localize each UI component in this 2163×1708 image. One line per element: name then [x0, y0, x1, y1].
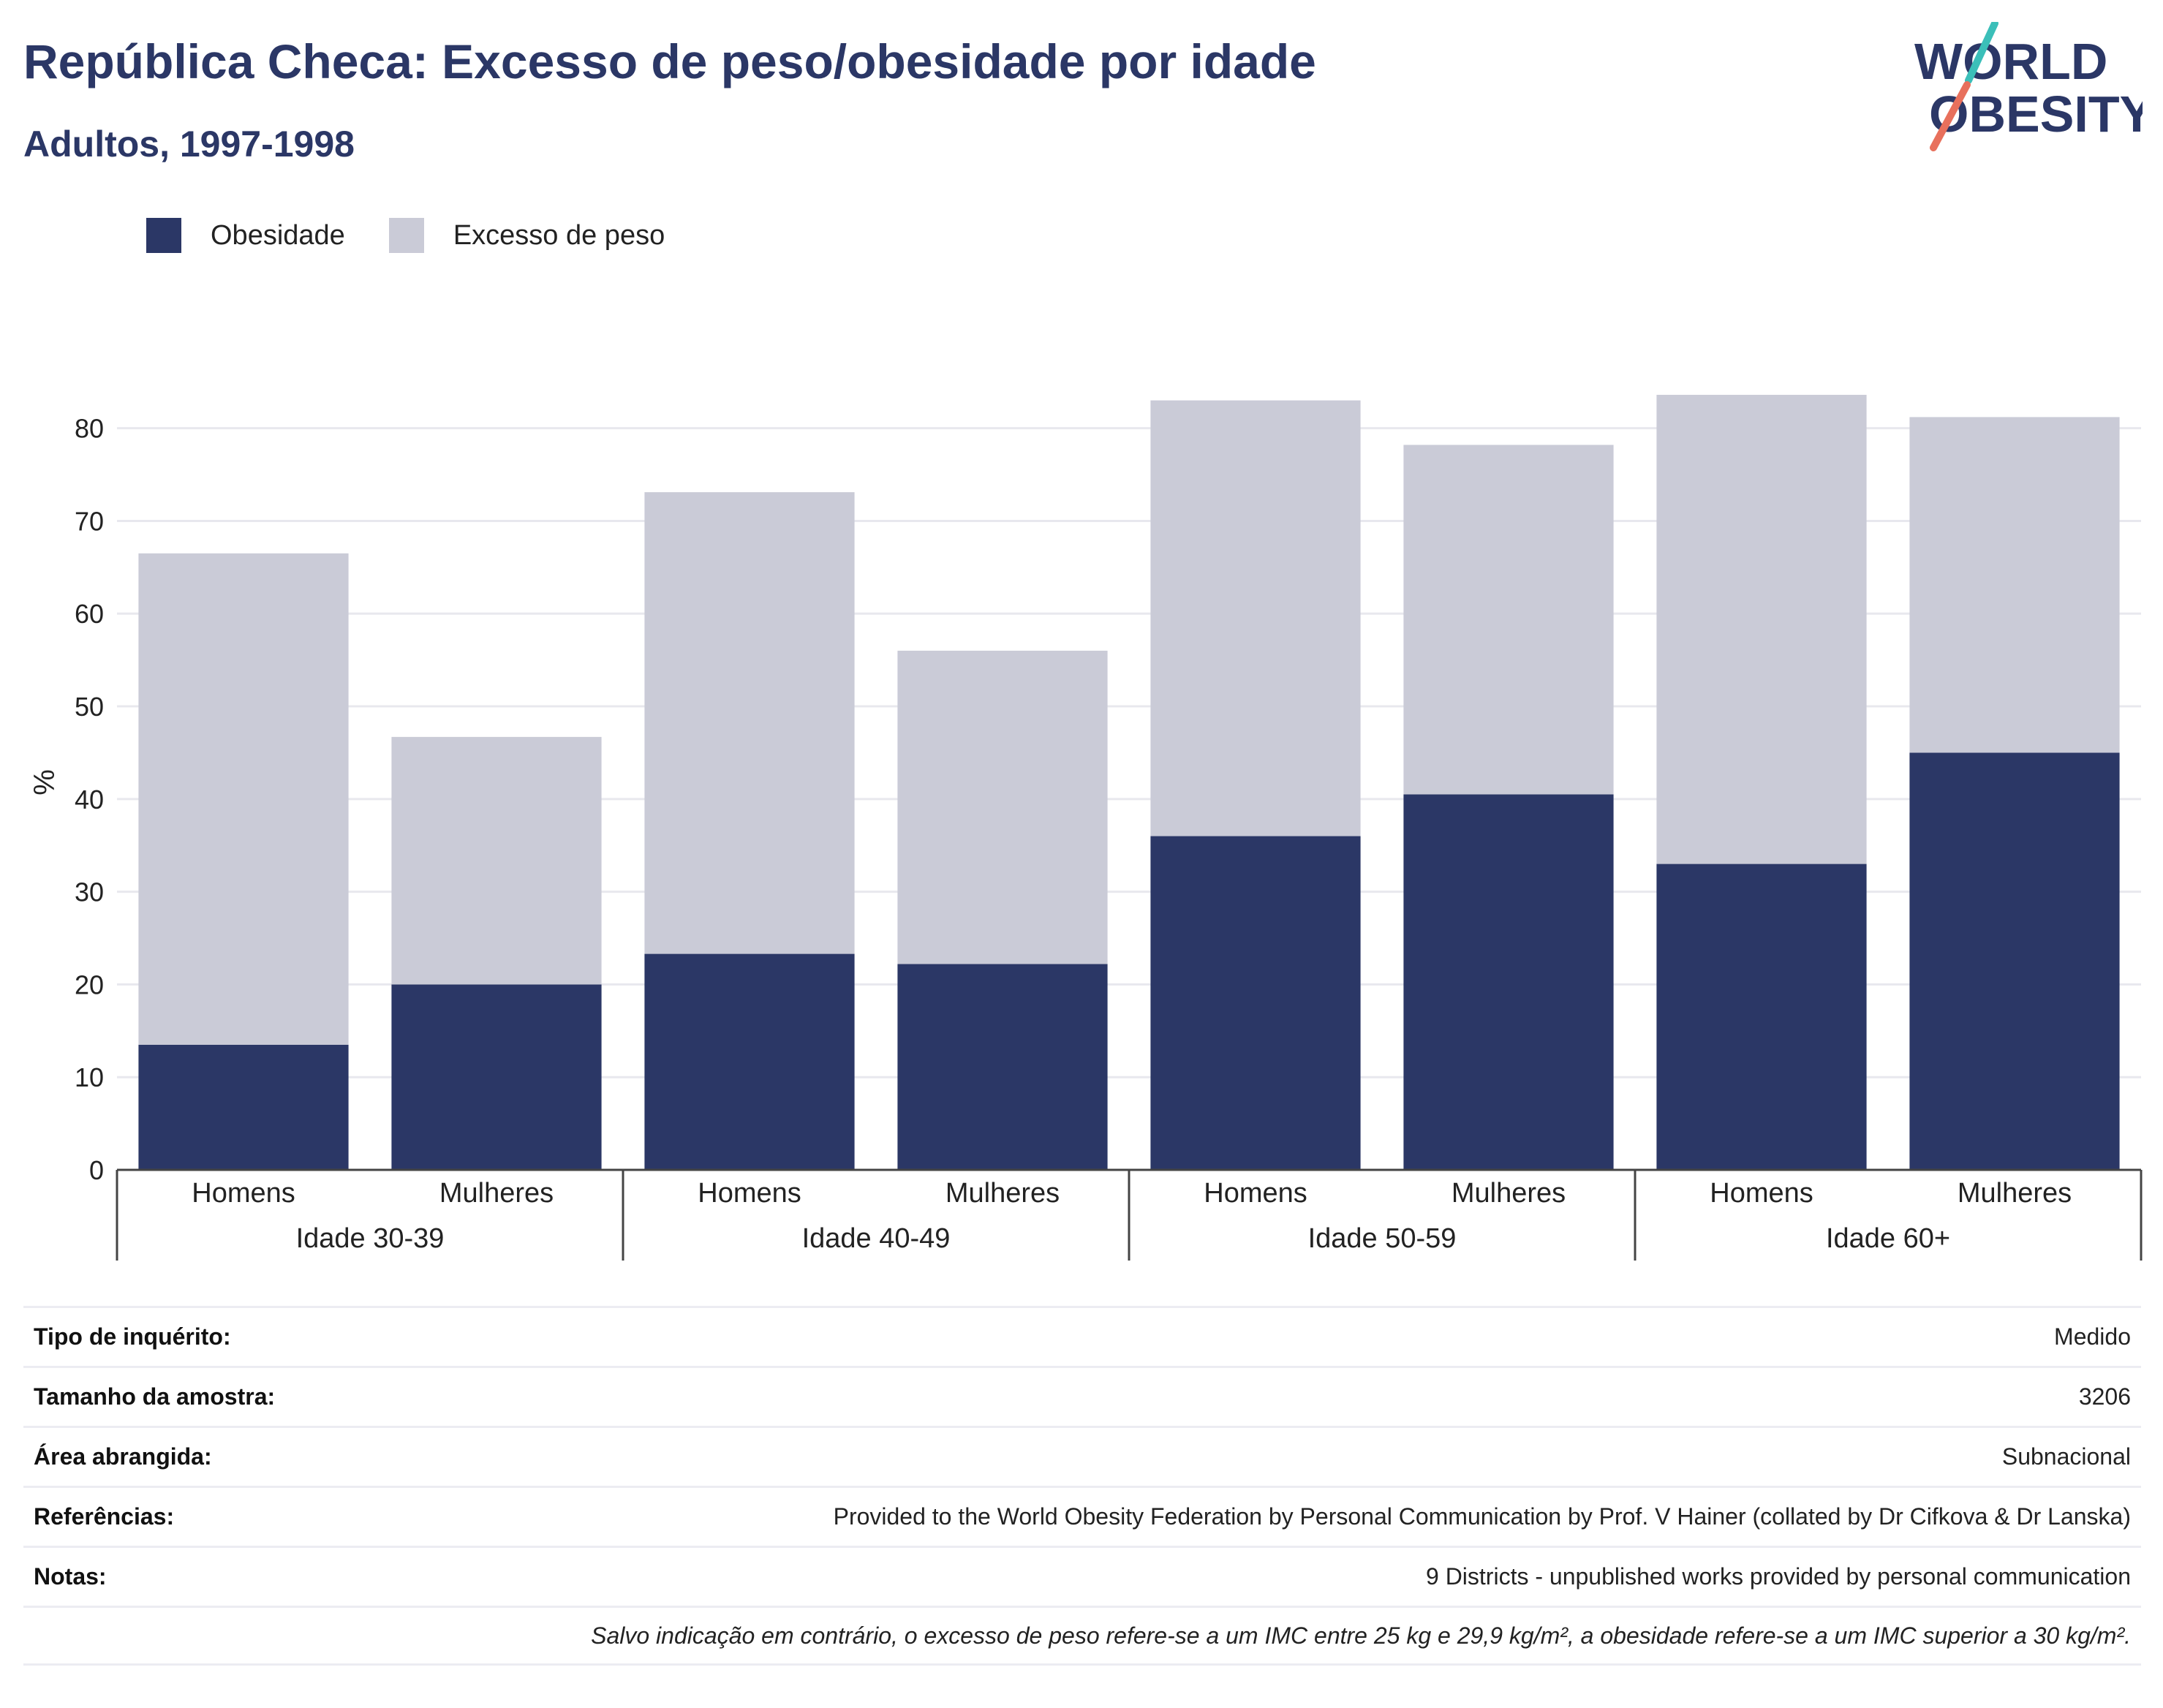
bar-overweight [1656, 395, 1867, 864]
bar-overweight [1909, 417, 2120, 753]
bar-obesity [1656, 864, 1867, 1170]
info-label: Tipo de inquérito: [34, 1323, 231, 1350]
bar-overweight [644, 492, 855, 954]
bar-obesity [1909, 752, 2120, 1170]
info-value: 9 Districts - unpublished works provided… [1426, 1563, 2131, 1590]
x-tick-label: Homens [1204, 1178, 1307, 1209]
x-tick-label: Mulheres [1958, 1178, 2072, 1209]
group-label: Idade 50-59 [1308, 1223, 1457, 1254]
x-tick-label: Mulheres [439, 1178, 554, 1209]
y-tick-label: 80 [75, 414, 104, 444]
bar-overweight [391, 736, 602, 985]
bar-obesity [1150, 836, 1361, 1170]
group-label: Idade 30-39 [296, 1223, 445, 1254]
info-label: Referências: [34, 1503, 175, 1530]
info-value: Medido [2054, 1323, 2131, 1350]
x-tick-label: Homens [192, 1178, 295, 1209]
x-tick-label: Homens [1710, 1178, 1813, 1209]
chart-subtitle: Adultos, 1997-1998 [23, 124, 355, 165]
info-value: Subnacional [2001, 1443, 2131, 1470]
info-label: Notas: [34, 1563, 107, 1590]
y-tick-label: 70 [75, 506, 104, 536]
info-row-area: Área abrangida: Subnacional [23, 1426, 2141, 1486]
bar-overweight [897, 650, 1108, 964]
info-row-sample-size: Tamanho da amostra: 3206 [23, 1366, 2141, 1426]
x-tick-label: Homens [698, 1178, 801, 1209]
bar-overweight [1150, 400, 1361, 836]
legend-swatch-overweight [388, 218, 424, 253]
legend-swatch-obesity [146, 218, 181, 253]
legend-item-overweight: Excesso de peso [388, 218, 665, 253]
group-label: Idade 40-49 [802, 1223, 951, 1254]
legend-label-overweight: Excesso de peso [453, 219, 665, 251]
bar-obesity [897, 964, 1108, 1170]
legend-label-obesity: Obesidade [211, 219, 345, 251]
chart-legend: Obesidade Excesso de peso [146, 218, 709, 253]
y-tick-label: 10 [75, 1062, 104, 1092]
world-obesity-logo: WORLD OBESITY [1914, 22, 2143, 151]
y-tick-label: 60 [75, 599, 104, 629]
bar-obesity [138, 1044, 349, 1170]
group-label: Idade 60+ [1826, 1223, 1950, 1254]
info-label: Área abrangida: [34, 1443, 212, 1470]
logo-text-world: WORLD [1914, 33, 2107, 90]
y-tick-label: 50 [75, 692, 104, 722]
info-row-references: Referências: Provided to the World Obesi… [23, 1486, 2141, 1546]
y-axis-label: % [29, 769, 61, 796]
bar-obesity [644, 953, 855, 1170]
bar-overweight [1403, 445, 1614, 795]
logo-slash-coral [1930, 81, 1971, 151]
info-label: Tamanho da amostra: [34, 1383, 276, 1410]
y-tick-label: 20 [75, 970, 104, 1000]
legend-item-obesity: Obesidade [146, 218, 345, 253]
bar-obesity [391, 984, 602, 1170]
x-tick-label: Mulheres [945, 1178, 1060, 1209]
y-tick-label: 40 [75, 785, 104, 815]
bar-obesity [1403, 794, 1614, 1170]
stacked-bar-chart: 0 10 20 30 40 50 60 70 80% Homens Mulheres Homens Mu… [29, 395, 2143, 1261]
info-row-footnote: Salvo indicação em contrário, o excesso … [23, 1606, 2141, 1666]
x-tick-label: Mulheres [1452, 1178, 1566, 1209]
footnote-text: Salvo indicação em contrário, o excesso … [591, 1622, 2131, 1649]
info-value: 3206 [2078, 1383, 2131, 1410]
y-tick-label: 0 [89, 1155, 104, 1185]
survey-info-table: Tipo de inquérito: Medido Tamanho da amo… [23, 1306, 2141, 1666]
chart-title: República Checa: Excesso de peso/obesida… [23, 34, 1316, 88]
logo-slash-teal [1965, 22, 1998, 84]
bar-overweight [138, 553, 349, 1045]
info-row-notes: Notas: 9 Districts - unpublished works p… [23, 1546, 2141, 1606]
y-tick-label: 30 [75, 877, 104, 907]
info-value: Provided to the World Obesity Federation… [833, 1503, 2131, 1530]
info-row-survey-type: Tipo de inquérito: Medido [23, 1306, 2141, 1366]
